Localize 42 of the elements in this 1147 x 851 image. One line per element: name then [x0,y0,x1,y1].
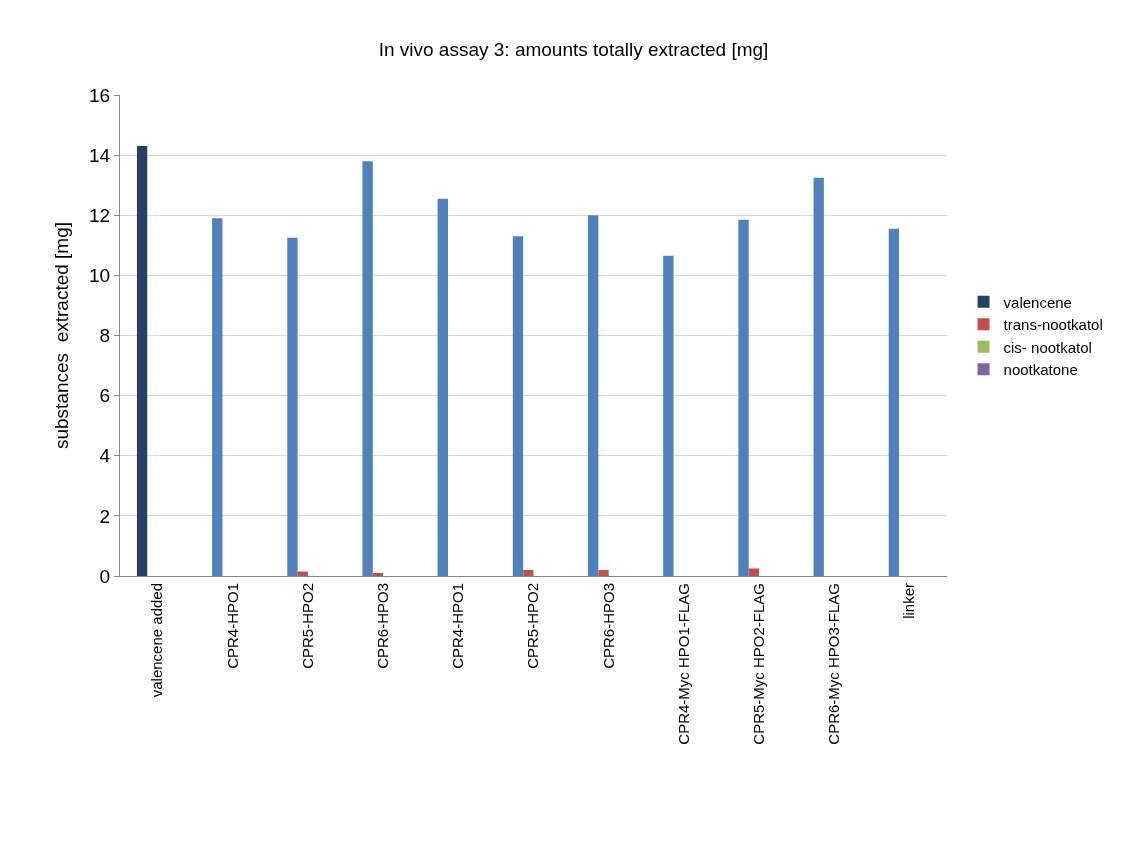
x-tick-label: CPR5-HPO2 [524,583,542,669]
x-tick-label: valencene added [148,583,166,698]
legend-label: cis- nootkatol [1003,338,1092,356]
bar [738,219,749,576]
bar [588,215,599,576]
y-tick-label: 4 [99,445,111,467]
bar [437,198,448,576]
x-tick-label: CPR6-HPO3 [374,583,392,669]
y-tick-label: 0 [99,565,111,587]
bar [372,572,384,576]
y-tick-label: 2 [99,505,111,527]
bar [362,161,373,576]
bar [512,236,524,576]
bar [212,218,223,576]
x-tick-label: CPR6-HPO3 [599,583,617,669]
bar [297,571,308,576]
x-tick-label: CPR5-Myc HPO2-FLAG [749,583,767,745]
bar [748,568,760,576]
bar [287,237,298,576]
legend-label: trans-nootkatol [1003,316,1103,334]
x-tick-label: CPR5-HPO2 [298,583,316,669]
bar [598,569,609,576]
x-tick-label: linker [900,583,918,619]
y-tick-label: 16 [89,84,111,106]
y-tick-label: 8 [99,325,111,347]
bar [523,569,534,576]
x-tick-label: CPR4-HPO1 [223,583,241,669]
y-tick-label: 12 [89,204,111,226]
y-tick-label: 6 [99,385,111,407]
legend-label: nootkatone [1003,361,1078,379]
x-tick-label: CPR6-Myc HPO3-FLAG [825,583,843,745]
x-tick-label: CPR4-HPO1 [449,583,467,669]
bar [813,177,824,576]
bar [136,146,148,576]
legend-label: valencene [1003,293,1072,311]
y-tick-label: 10 [89,265,111,287]
x-tick-label: CPR4-Myc HPO1-FLAG [674,583,692,745]
chart-title: In vivo assay 3: amounts totally extracted [mg] [378,38,769,60]
y-axis-title: substances extracted [mg] [50,221,72,450]
y-tick-label: 14 [89,144,111,166]
bar [663,255,674,576]
bar [888,228,900,576]
